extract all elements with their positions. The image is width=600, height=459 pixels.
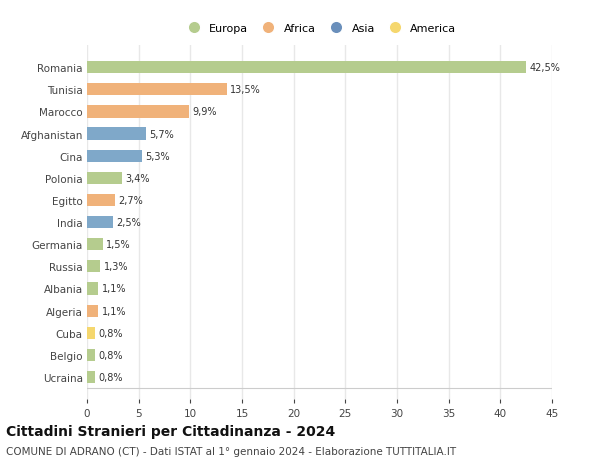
Legend: Europa, Africa, Asia, America: Europa, Africa, Asia, America [180,22,459,36]
Bar [87,195,115,207]
Text: 0,8%: 0,8% [98,350,123,360]
Text: 5,3%: 5,3% [145,151,169,162]
Text: 1,1%: 1,1% [101,306,126,316]
Bar [87,84,227,96]
Text: 1,5%: 1,5% [106,240,130,250]
Bar [87,173,122,185]
Text: 0,8%: 0,8% [98,328,123,338]
Bar [87,106,190,118]
Text: 9,9%: 9,9% [193,107,217,117]
Bar [87,327,95,339]
Text: 42,5%: 42,5% [529,63,560,73]
Text: Cittadini Stranieri per Cittadinanza - 2024: Cittadini Stranieri per Cittadinanza - 2… [6,425,335,438]
Text: 1,1%: 1,1% [101,284,126,294]
Text: 5,7%: 5,7% [149,129,174,139]
Bar [87,349,95,361]
Bar [87,261,100,273]
Text: 0,8%: 0,8% [98,372,123,382]
Bar [87,239,103,251]
Text: 1,3%: 1,3% [104,262,128,272]
Text: COMUNE DI ADRANO (CT) - Dati ISTAT al 1° gennaio 2024 - Elaborazione TUTTITALIA.: COMUNE DI ADRANO (CT) - Dati ISTAT al 1°… [6,446,456,456]
Bar [87,371,95,383]
Bar [87,62,526,74]
Bar [87,150,142,162]
Text: 2,7%: 2,7% [118,196,143,206]
Bar [87,217,113,229]
Bar [87,128,146,140]
Bar [87,305,98,317]
Text: 2,5%: 2,5% [116,218,140,228]
Bar [87,283,98,295]
Text: 13,5%: 13,5% [230,85,260,95]
Text: 3,4%: 3,4% [125,174,150,184]
